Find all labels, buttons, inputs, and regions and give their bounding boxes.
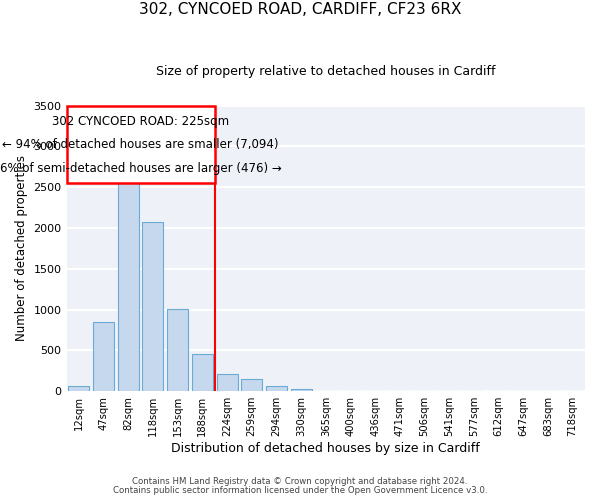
Bar (118, 168, 139, 391)
Text: ← 94% of detached houses are smaller (7,094): ← 94% of detached houses are smaller (7,… (2, 138, 279, 151)
Text: 302, CYNCOED ROAD, CARDIFF, CF23 6RX: 302, CYNCOED ROAD, CARDIFF, CF23 6RX (139, 2, 461, 18)
Bar (241, 380, 262, 391)
Bar (290, 389, 311, 391)
Bar (142, 222, 163, 391)
Text: 6% of semi-detached houses are larger (476) →: 6% of semi-detached houses are larger (4… (0, 162, 281, 174)
Bar (192, 354, 213, 391)
Bar (167, 309, 188, 391)
Bar (266, 386, 287, 391)
Bar (217, 374, 238, 391)
Y-axis label: Number of detached properties: Number of detached properties (15, 156, 28, 342)
Title: Size of property relative to detached houses in Cardiff: Size of property relative to detached ho… (156, 65, 496, 78)
Bar (68, 386, 89, 391)
X-axis label: Distribution of detached houses by size in Cardiff: Distribution of detached houses by size … (172, 442, 480, 455)
Text: Contains HM Land Registry data © Crown copyright and database right 2024.: Contains HM Land Registry data © Crown c… (132, 477, 468, 486)
Bar (93, 322, 114, 391)
Text: Contains public sector information licensed under the Open Government Licence v3: Contains public sector information licen… (113, 486, 487, 495)
Text: 302 CYNCOED ROAD: 225sqm: 302 CYNCOED ROAD: 225sqm (52, 114, 229, 128)
